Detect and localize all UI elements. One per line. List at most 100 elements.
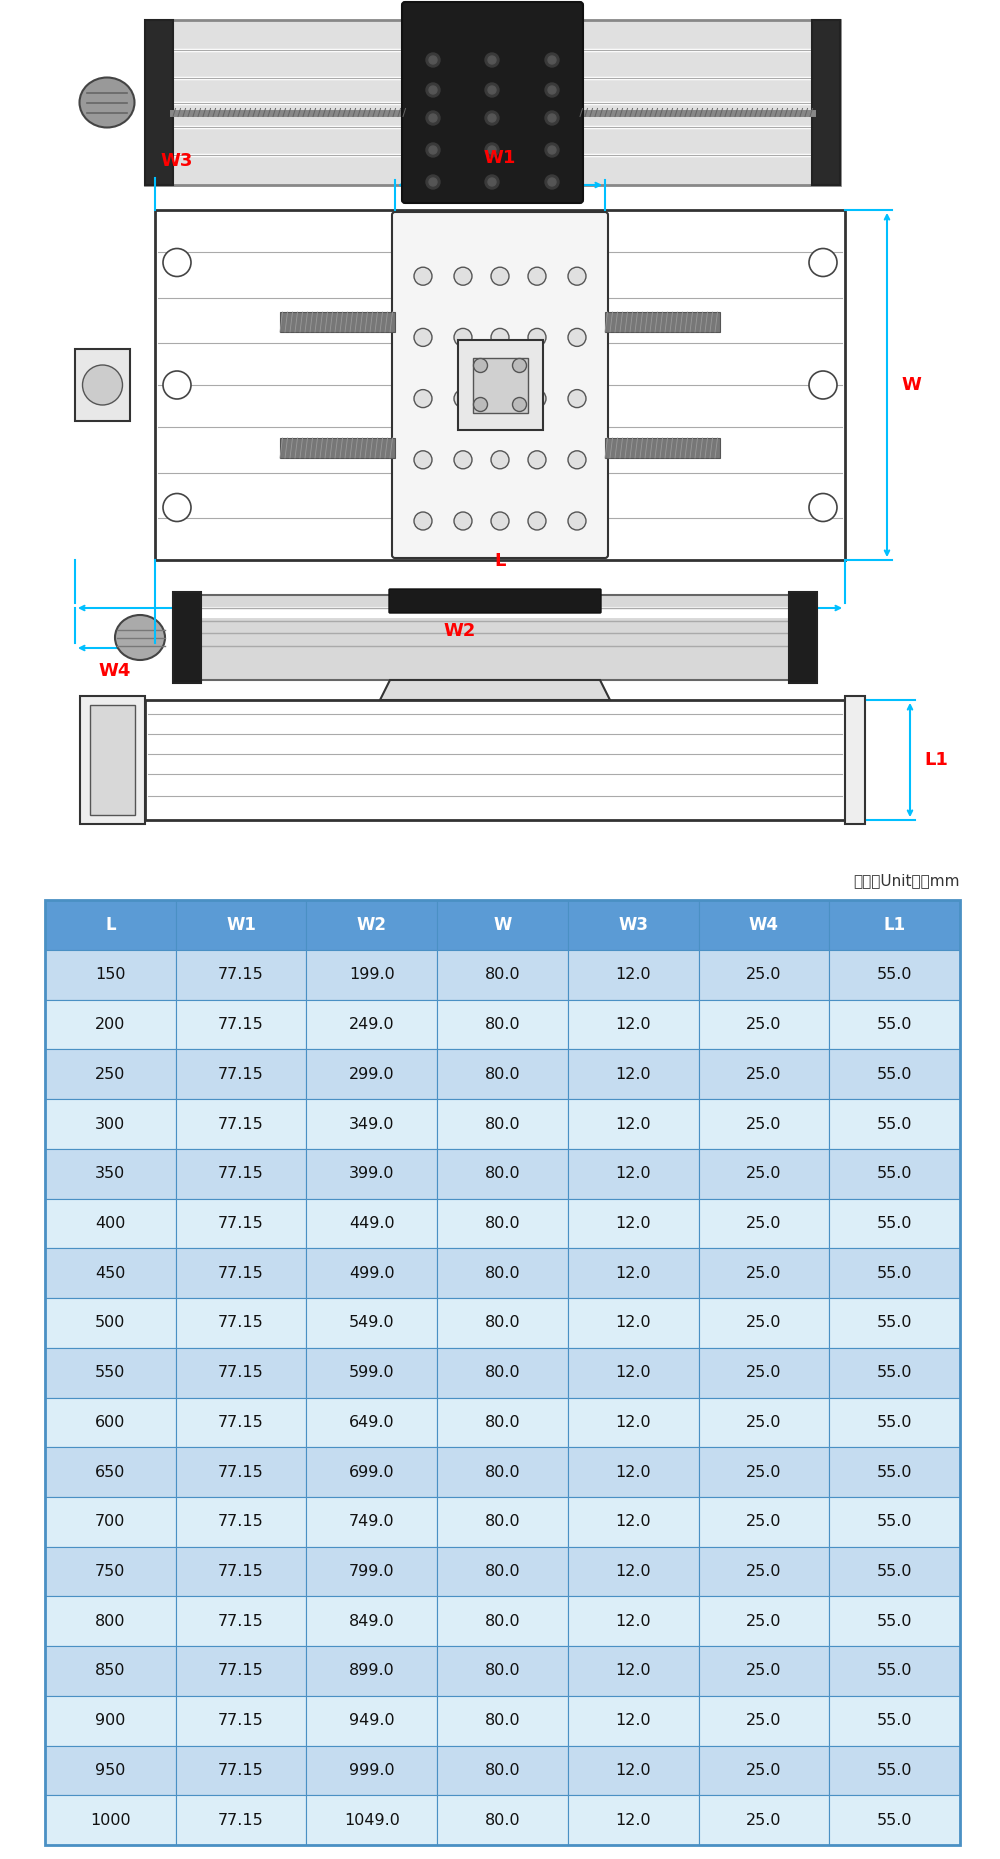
Circle shape [809, 372, 837, 400]
Text: W4: W4 [99, 662, 131, 680]
Text: 25.0: 25.0 [746, 1465, 782, 1480]
Text: 80.0: 80.0 [485, 1515, 520, 1530]
Text: 12.0: 12.0 [615, 1316, 651, 1331]
Bar [568, 1199, 699, 1249]
Bar [306, 1298, 437, 1348]
Text: 299.0: 299.0 [349, 1067, 395, 1082]
Bar [568, 1746, 699, 1796]
Bar [176, 1796, 306, 1844]
Bar [176, 1496, 306, 1547]
Text: 12.0: 12.0 [615, 967, 651, 982]
Bar [437, 1099, 568, 1149]
Text: 55.0: 55.0 [877, 1614, 912, 1628]
Text: 799.0: 799.0 [349, 1563, 395, 1578]
Bar [306, 1796, 437, 1844]
Bar [176, 900, 306, 950]
Bar [829, 1050, 960, 1099]
Bar [829, 1099, 960, 1149]
Bar [176, 1348, 306, 1398]
Text: 77.15: 77.15 [218, 1067, 264, 1082]
Text: W1: W1 [484, 149, 516, 167]
Circle shape [426, 143, 440, 156]
Circle shape [429, 113, 437, 123]
Circle shape [414, 329, 432, 346]
Bar [699, 1050, 829, 1099]
Text: 55.0: 55.0 [877, 1515, 912, 1530]
Bar [437, 1645, 568, 1695]
Text: 77.15: 77.15 [218, 1515, 264, 1530]
Bar [829, 1199, 960, 1249]
Text: 950: 950 [95, 1762, 126, 1777]
Circle shape [809, 493, 837, 522]
Bar [306, 1000, 437, 1050]
Circle shape [414, 390, 432, 407]
Bar [176, 1645, 306, 1695]
Text: 77.15: 77.15 [218, 1762, 264, 1777]
Circle shape [429, 147, 437, 154]
Circle shape [568, 511, 586, 530]
Text: 749.0: 749.0 [349, 1515, 395, 1530]
Circle shape [545, 54, 559, 67]
Text: 12.0: 12.0 [615, 1166, 651, 1180]
Bar [306, 1746, 437, 1796]
Text: 750: 750 [95, 1563, 126, 1578]
Text: 80.0: 80.0 [485, 1117, 520, 1132]
Text: 80.0: 80.0 [485, 1166, 520, 1180]
Text: 80.0: 80.0 [485, 1266, 520, 1281]
Bar [175, 595, 815, 680]
Text: 12.0: 12.0 [615, 1515, 651, 1530]
Text: 80.0: 80.0 [485, 1465, 520, 1480]
Bar [176, 1547, 306, 1597]
Text: 450: 450 [95, 1266, 126, 1281]
Text: 12.0: 12.0 [615, 1762, 651, 1777]
Circle shape [528, 329, 546, 346]
Text: 25.0: 25.0 [746, 1813, 782, 1827]
Bar [437, 1348, 568, 1398]
Bar [437, 1398, 568, 1446]
Text: 25.0: 25.0 [746, 1614, 782, 1628]
Text: 55.0: 55.0 [877, 1067, 912, 1082]
Text: 12.0: 12.0 [615, 1216, 651, 1231]
Bar [176, 1298, 306, 1348]
Circle shape [474, 398, 488, 411]
Text: 80.0: 80.0 [485, 1415, 520, 1430]
Text: 55.0: 55.0 [877, 1166, 912, 1180]
Bar [437, 1547, 568, 1597]
Text: 949.0: 949.0 [349, 1714, 395, 1729]
Text: L: L [105, 916, 116, 933]
Text: 12.0: 12.0 [615, 1017, 651, 1032]
Circle shape [429, 178, 437, 186]
Text: 80.0: 80.0 [485, 1216, 520, 1231]
Bar [176, 950, 306, 1000]
Bar [145, 20, 840, 186]
Bar [458, 340, 542, 429]
Text: 77.15: 77.15 [218, 1813, 264, 1827]
Bar [176, 1050, 306, 1099]
Bar [45, 1645, 176, 1695]
Bar [45, 1149, 176, 1199]
Text: 25.0: 25.0 [746, 1216, 782, 1231]
Text: 25.0: 25.0 [746, 1515, 782, 1530]
Text: 77.15: 77.15 [218, 1266, 264, 1281]
Bar [437, 1746, 568, 1796]
Text: 80.0: 80.0 [485, 1067, 520, 1082]
Circle shape [426, 175, 440, 190]
Text: 12.0: 12.0 [615, 1117, 651, 1132]
Bar [176, 1398, 306, 1446]
Bar [173, 591, 201, 682]
Text: 25.0: 25.0 [746, 1365, 782, 1379]
Bar [306, 1099, 437, 1149]
Circle shape [454, 268, 472, 284]
Bar [45, 1199, 176, 1249]
Text: 350: 350 [95, 1166, 125, 1180]
Text: 80.0: 80.0 [485, 1762, 520, 1777]
Circle shape [488, 113, 496, 123]
Bar [829, 1746, 960, 1796]
Circle shape [426, 84, 440, 97]
Circle shape [485, 54, 499, 67]
Text: 55.0: 55.0 [877, 1117, 912, 1132]
Text: W3: W3 [160, 152, 192, 169]
Text: 55.0: 55.0 [877, 1316, 912, 1331]
Bar [176, 1000, 306, 1050]
Text: 25.0: 25.0 [746, 967, 782, 982]
